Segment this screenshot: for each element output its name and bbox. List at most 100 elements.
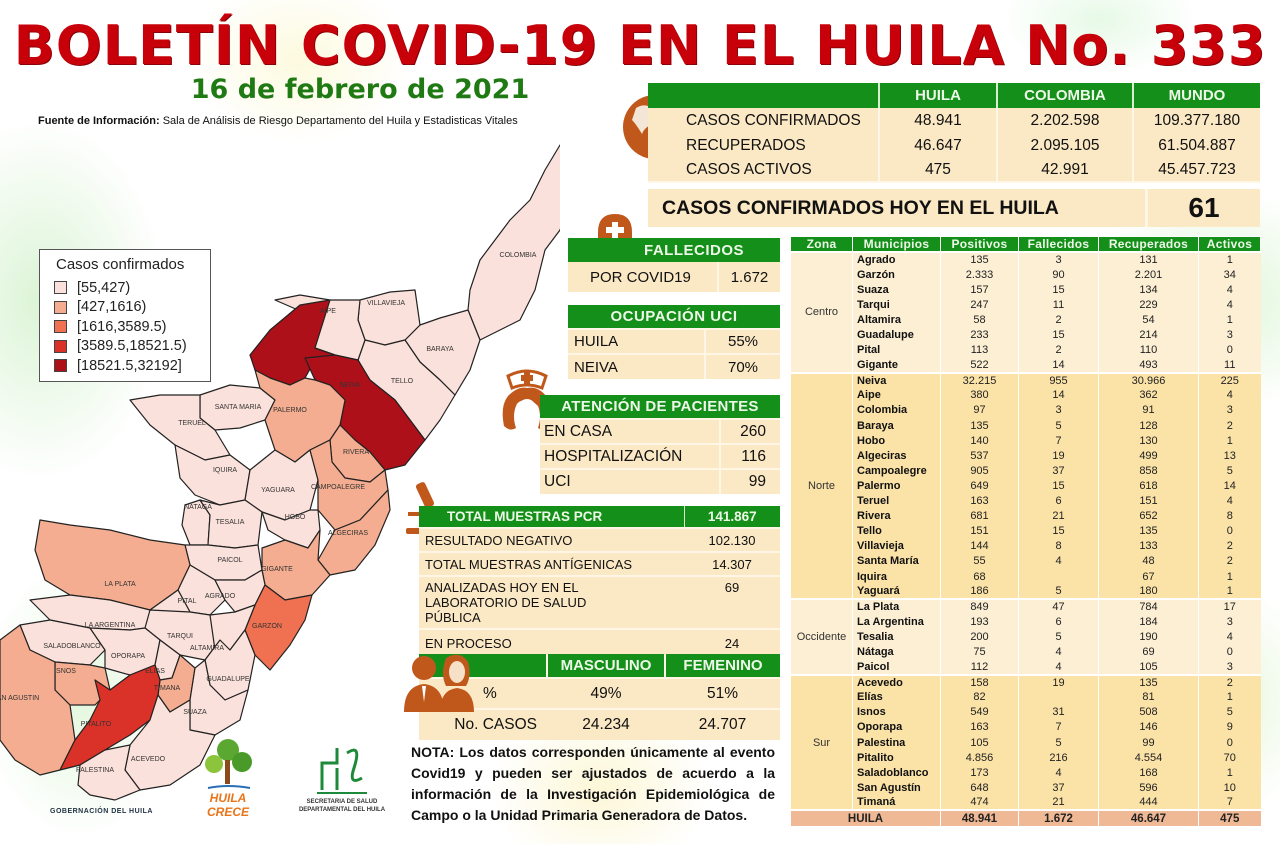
activos-cell: 1 bbox=[1198, 433, 1261, 449]
fallecidos-title: FALLECIDOS bbox=[643, 241, 744, 259]
svg-text:ACEVEDO: ACEVEDO bbox=[131, 756, 166, 763]
activos-cell: 13 bbox=[1198, 448, 1261, 464]
svg-text:YAGUARA: YAGUARA bbox=[261, 487, 295, 494]
svg-text:PALESTINA: PALESTINA bbox=[76, 767, 114, 774]
svg-text:PITALITO: PITALITO bbox=[81, 721, 112, 728]
fallecidos-cell: 7 bbox=[1018, 719, 1099, 735]
source-text: Sala de Análisis de Riesgo Departamento … bbox=[162, 115, 518, 127]
recuperados-cell: 81 bbox=[1098, 689, 1199, 705]
svg-text:NATAGA: NATAGA bbox=[184, 504, 212, 511]
municipio-name: Timaná bbox=[852, 795, 941, 811]
fallecidos-cell: 4 bbox=[1018, 553, 1099, 569]
gobernacion-logo: GOBERNACIÓN DEL HUILA bbox=[50, 808, 153, 815]
svg-text:TELLO: TELLO bbox=[391, 378, 414, 385]
svg-text:LA PLATA: LA PLATA bbox=[104, 581, 136, 588]
svg-text:LA ARGENTINA: LA ARGENTINA bbox=[85, 622, 136, 629]
table-row: Tesalia 200 5 190 4 bbox=[791, 629, 1261, 645]
activos-cell: 1 bbox=[1198, 250, 1261, 268]
fallecidos-label: POR COVID19 bbox=[590, 268, 691, 286]
svg-text:CRECE: CRECE bbox=[207, 805, 250, 819]
positivos-cell: 186 bbox=[940, 584, 1019, 600]
legend-swatch-icon bbox=[54, 281, 67, 295]
secretaria-salud-logo: SECRETARIA DE SALUD DEPARTAMENTAL DEL HU… bbox=[292, 738, 392, 824]
legend-swatch-icon bbox=[54, 300, 67, 314]
recuperados-cell: 508 bbox=[1098, 704, 1199, 720]
col-zona: Zona bbox=[790, 236, 853, 253]
table-row: Suaza 157 15 134 4 bbox=[791, 282, 1261, 298]
bulletin-date: 16 de febrero de 2021 bbox=[190, 74, 530, 105]
fallecidos-cell: 15 bbox=[1018, 478, 1099, 494]
table-row: Palestina 105 5 99 0 bbox=[791, 735, 1261, 751]
map-region-palestina bbox=[77, 744, 141, 801]
svg-text:AGRADO: AGRADO bbox=[205, 593, 236, 600]
total-value: 46.647 bbox=[1098, 809, 1199, 827]
positivos-cell: 200 bbox=[940, 629, 1019, 645]
activos-cell: 1 bbox=[1198, 584, 1261, 600]
table-row: Tarqui 247 11 229 4 bbox=[791, 297, 1261, 313]
svg-text:PAICOL: PAICOL bbox=[217, 557, 242, 564]
fallecidos-cell: 90 bbox=[1018, 267, 1099, 283]
positivos-cell: 681 bbox=[940, 508, 1019, 524]
recuperados-cell: 105 bbox=[1098, 659, 1199, 675]
municipio-name: Neiva bbox=[852, 371, 941, 388]
activos-cell: 1 bbox=[1198, 312, 1261, 328]
secretaria-salud-logo-icon bbox=[317, 748, 367, 794]
municipio-name: Isnos bbox=[852, 704, 941, 720]
summary-row-recuperados: RECUPERADOS 46.647 2.095.105 61.504.887 bbox=[648, 133, 1260, 158]
municipio-name: Teruel bbox=[852, 493, 941, 509]
recuperados-cell: 180 bbox=[1098, 584, 1199, 600]
recuperados-cell: 362 bbox=[1098, 387, 1199, 403]
col-positivos: Positivos bbox=[940, 236, 1019, 253]
municipio-name: Algeciras bbox=[852, 448, 941, 464]
col-colombia: COLOMBIA bbox=[996, 83, 1132, 108]
table-row: Isnos 549 31 508 5 bbox=[791, 704, 1261, 720]
municipio-name: Pital bbox=[852, 342, 941, 358]
recuperados-cell: 69 bbox=[1098, 644, 1199, 660]
recuperados-cell: 190 bbox=[1098, 629, 1199, 645]
pcr-total: 141.867 bbox=[683, 506, 780, 528]
svg-text:HOBO: HOBO bbox=[285, 514, 306, 521]
positivos-cell: 135 bbox=[940, 250, 1019, 268]
recuperados-cell: 30.966 bbox=[1098, 371, 1199, 388]
activos-cell: 0 bbox=[1198, 342, 1261, 358]
fallecidos-cell: 5 bbox=[1018, 735, 1099, 751]
fallecidos-cell: 37 bbox=[1018, 463, 1099, 479]
today-cases-banner: CASOS CONFIRMADOS HOY EN EL HUILA 61 bbox=[648, 189, 1260, 227]
fallecidos-cell: 3 bbox=[1018, 250, 1099, 268]
total-label: HUILA bbox=[790, 809, 941, 827]
svg-text:PALERMO: PALERMO bbox=[273, 407, 307, 414]
svg-text:COLOMBIA: COLOMBIA bbox=[500, 252, 537, 259]
activos-cell: 3 bbox=[1198, 659, 1261, 675]
municipio-name: Rivera bbox=[852, 508, 941, 524]
fallecidos-cell: 31 bbox=[1018, 704, 1099, 720]
positivos-cell: 537 bbox=[940, 448, 1019, 464]
municipio-name: Campoalegre bbox=[852, 463, 941, 479]
fallecidos-cell: 21 bbox=[1018, 508, 1099, 524]
recuperados-cell: 67 bbox=[1098, 568, 1199, 585]
recuperados-cell: 134 bbox=[1098, 282, 1199, 298]
fallecidos-cell: 14 bbox=[1018, 357, 1099, 373]
svg-text:OPORAPA: OPORAPA bbox=[111, 653, 145, 660]
source-note: Fuente de Información: Sala de Análisis … bbox=[38, 115, 518, 127]
svg-text:SUAZA: SUAZA bbox=[183, 709, 207, 716]
positivos-cell: 173 bbox=[940, 765, 1019, 781]
positivos-cell: 32.215 bbox=[940, 371, 1019, 388]
total-row: HUILA 48.941 1.672 46.647 475 bbox=[790, 809, 1261, 827]
table-row: Yaguará 186 5 180 1 bbox=[791, 584, 1261, 600]
fallecidos-cell: 15 bbox=[1018, 523, 1099, 539]
table-row: La Argentina 193 6 184 3 bbox=[791, 614, 1261, 630]
activos-cell: 5 bbox=[1198, 463, 1261, 479]
fallecidos-cell: 14 bbox=[1018, 387, 1099, 403]
activos-cell: 34 bbox=[1198, 267, 1261, 283]
col-recuperados: Recuperados bbox=[1098, 236, 1199, 253]
positivos-cell: 112 bbox=[940, 659, 1019, 675]
activos-cell: 225 bbox=[1198, 371, 1261, 388]
municipio-name: Yaguará bbox=[852, 584, 941, 600]
activos-cell: 2 bbox=[1198, 418, 1261, 434]
municipio-name: Palermo bbox=[852, 478, 941, 494]
positivos-cell: 140 bbox=[940, 433, 1019, 449]
muestras-pcr-box: TOTAL MUESTRAS PCR 141.867 RESULTADO NEG… bbox=[419, 506, 780, 657]
svg-text:AN AGUSTIN: AN AGUSTIN bbox=[0, 695, 39, 702]
page-title: BOLETÍN COVID-19 EN EL HUILA No. 333 bbox=[13, 14, 1267, 77]
activos-cell: 9 bbox=[1198, 719, 1261, 735]
